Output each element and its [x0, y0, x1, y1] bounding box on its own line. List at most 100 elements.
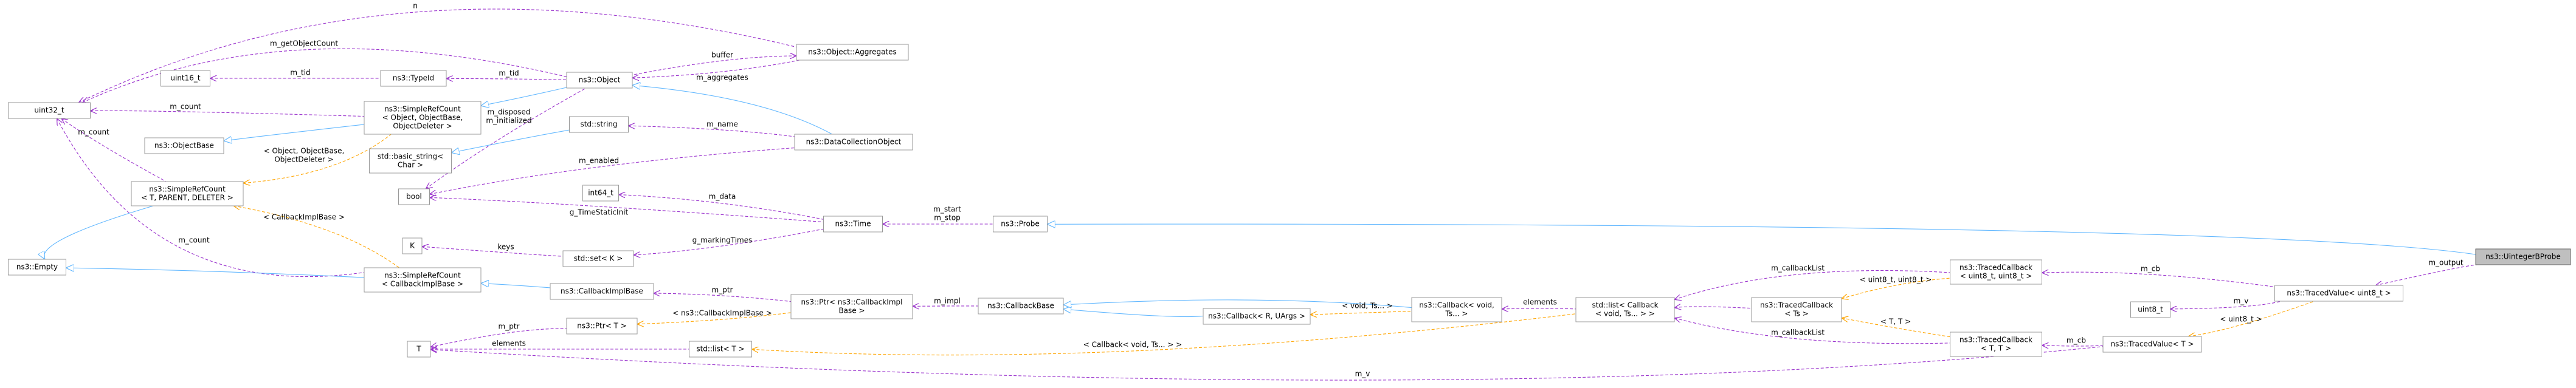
edge-label: < CallbackImplBase > — [263, 213, 345, 222]
node-label: < CallbackImplBase > — [382, 280, 463, 288]
class-node: T — [407, 341, 431, 358]
edge-label: < T, T > — [1880, 318, 1911, 326]
node-label: ObjectDeleter > — [393, 122, 452, 131]
class-node: uint16_t — [161, 70, 210, 87]
usage-edge — [632, 60, 800, 78]
class-node: ns3::DataCollectionObject — [794, 134, 913, 151]
class-node: int64_t — [582, 185, 619, 202]
node-label: std::list< Callback — [1592, 301, 1658, 310]
node-label: std::string — [580, 120, 617, 129]
node-label: Ts... > — [1445, 310, 1468, 318]
inheritance-edge — [481, 284, 551, 288]
class-node: ns3::Callback< R, UArgs > — [1203, 308, 1311, 325]
edge-label: < void, Ts... > — [1342, 302, 1393, 310]
usage-edge — [430, 346, 2104, 381]
node-label: < Ts > — [1784, 310, 1808, 318]
class-node: ns3::SimpleRefCount< Object, ObjectBase,… — [364, 101, 482, 135]
edge-label: < uint8_t, uint8_t > — [1860, 276, 1932, 284]
class-node: uint8_t — [2130, 301, 2170, 318]
node-box — [978, 298, 1064, 315]
template-edge — [1842, 318, 1950, 338]
edge-label: m_initialized — [486, 117, 531, 125]
edge-label: ObjectDeleter > — [274, 155, 333, 164]
edge-label: m_callbackList — [1771, 264, 1825, 273]
usage-edge — [57, 118, 365, 277]
usage-edge — [1674, 307, 1752, 308]
edge-label: m_tid — [499, 69, 519, 78]
usage-edge — [430, 328, 567, 347]
usage-edge — [430, 147, 795, 194]
node-label: < T, PARENT, DELETER > — [141, 194, 233, 202]
class-node: ns3::UintegerBProbe — [2475, 248, 2571, 265]
edge-label: m_v — [1355, 370, 1370, 378]
node-label: ns3::Time — [835, 220, 871, 228]
node-box — [796, 44, 909, 61]
node-label: ns3::CallbackImplBase — [561, 287, 643, 296]
edge-label: < Callback< void, Ts... > > — [1083, 341, 1182, 349]
node-label: bool — [406, 192, 422, 201]
inheritance-edge — [1063, 299, 1412, 308]
node-box — [2274, 285, 2403, 302]
edge-label: m_enabled — [579, 157, 619, 165]
class-node: ns3::Empty — [8, 259, 66, 276]
node-label: Char > — [398, 161, 423, 169]
node-label: ns3::TracedCallback — [1960, 264, 2032, 272]
class-node: ns3::TracedCallback< Ts > — [1751, 297, 1842, 322]
template-edge — [1310, 310, 1412, 315]
class-node: bool — [398, 188, 430, 205]
edge-label: m_data — [709, 192, 736, 201]
class-node: ns3::TypeId — [380, 70, 447, 87]
node-box — [407, 341, 431, 358]
usage-edge — [2042, 345, 2104, 346]
inheritance-edge — [1048, 224, 2476, 255]
usage-edge — [78, 9, 797, 103]
node-label: ns3::Ptr< T > — [577, 322, 627, 330]
node-label: ns3::UintegerBProbe — [2485, 253, 2561, 261]
usage-edge — [91, 111, 365, 117]
node-label: ns3::DataCollectionObject — [806, 138, 902, 146]
node-box — [550, 283, 654, 300]
node-label: uint16_t — [170, 74, 201, 83]
class-node: std::list< T > — [689, 341, 752, 358]
usage-edge — [446, 78, 567, 80]
node-box — [566, 318, 638, 335]
class-node: ns3::ObjectBase — [144, 137, 224, 154]
inheritance-edge — [452, 129, 570, 152]
node-box — [2130, 301, 2170, 318]
template-edge — [1842, 277, 1950, 299]
node-box — [1950, 259, 2042, 285]
class-node: uint32_t — [8, 102, 91, 119]
node-label: std::basic_string< — [378, 152, 443, 161]
usage-edge — [1674, 318, 1950, 344]
usage-edge — [634, 228, 824, 255]
node-label: int64_t — [588, 189, 613, 197]
node-box — [1411, 297, 1502, 322]
node-label: std::set< K > — [574, 254, 623, 263]
node-label: < void, Ts... > > — [1595, 310, 1655, 318]
edge-label: < Object, ObjectBase, — [264, 147, 345, 155]
edge-label: m_v — [2234, 297, 2249, 305]
edge-label: elements — [1523, 298, 1557, 307]
edge-label: keys — [497, 243, 514, 251]
node-box — [398, 188, 430, 205]
node-label: uint8_t — [2138, 305, 2163, 314]
class-node: std::basic_string<Char > — [369, 148, 452, 174]
node-box — [131, 181, 244, 206]
class-node: K — [402, 237, 423, 254]
edge-label: m_ptr — [712, 286, 733, 294]
class-node: ns3::SimpleRefCount< T, PARENT, DELETER … — [131, 181, 244, 206]
inheritance-edge — [66, 268, 365, 278]
node-label: K — [410, 242, 415, 250]
class-node: ns3::Ptr< ns3::CallbackImplBase > — [790, 294, 913, 319]
node-box — [402, 237, 423, 254]
node-label: ns3::SimpleRefCount — [149, 185, 226, 194]
node-box — [1751, 297, 1842, 322]
usage-edge — [654, 293, 792, 302]
edge-label: m_aggregates — [696, 73, 748, 82]
inheritance-edge — [1063, 309, 1204, 318]
node-box — [364, 101, 482, 135]
inheritance-edge — [224, 124, 365, 141]
node-label: T — [416, 345, 421, 353]
node-box — [144, 137, 224, 154]
